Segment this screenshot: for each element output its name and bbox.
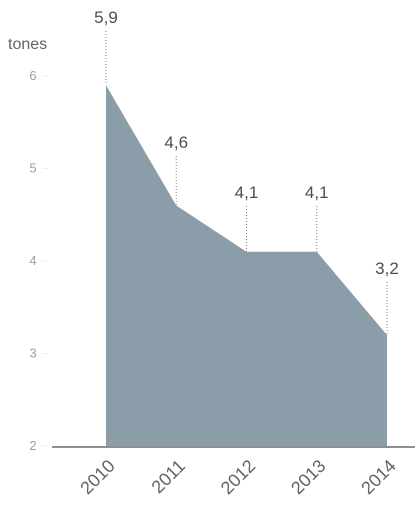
y-tick-label: 5 bbox=[29, 161, 36, 176]
x-tick-label: 2010 bbox=[76, 456, 118, 498]
x-axis-ticks: 2010 2011 2012 2013 2014 bbox=[76, 456, 399, 498]
x-tick-label: 2011 bbox=[148, 456, 190, 498]
y-tick-label: 4 bbox=[29, 253, 36, 268]
y-axis-label: tones bbox=[8, 36, 47, 53]
data-label: 4,1 bbox=[305, 183, 329, 202]
data-labels: 5,9 4,6 4,1 4,1 3,2 bbox=[94, 8, 399, 278]
x-tick-label: 2012 bbox=[217, 456, 259, 498]
data-label: 4,1 bbox=[235, 183, 259, 202]
y-axis-ticks: 2 3 4 5 6 bbox=[29, 68, 47, 453]
data-label: 5,9 bbox=[94, 8, 118, 27]
y-tick-label: 6 bbox=[29, 68, 36, 83]
x-tick-label: 2014 bbox=[357, 456, 399, 498]
y-tick-label: 3 bbox=[29, 346, 36, 361]
x-tick-label: 2013 bbox=[287, 456, 329, 498]
area-series bbox=[106, 85, 387, 446]
data-label: 4,6 bbox=[164, 133, 188, 152]
data-label: 3,2 bbox=[375, 259, 399, 278]
y-tick-label: 2 bbox=[29, 438, 36, 453]
value-leader-lines bbox=[105, 31, 388, 335]
